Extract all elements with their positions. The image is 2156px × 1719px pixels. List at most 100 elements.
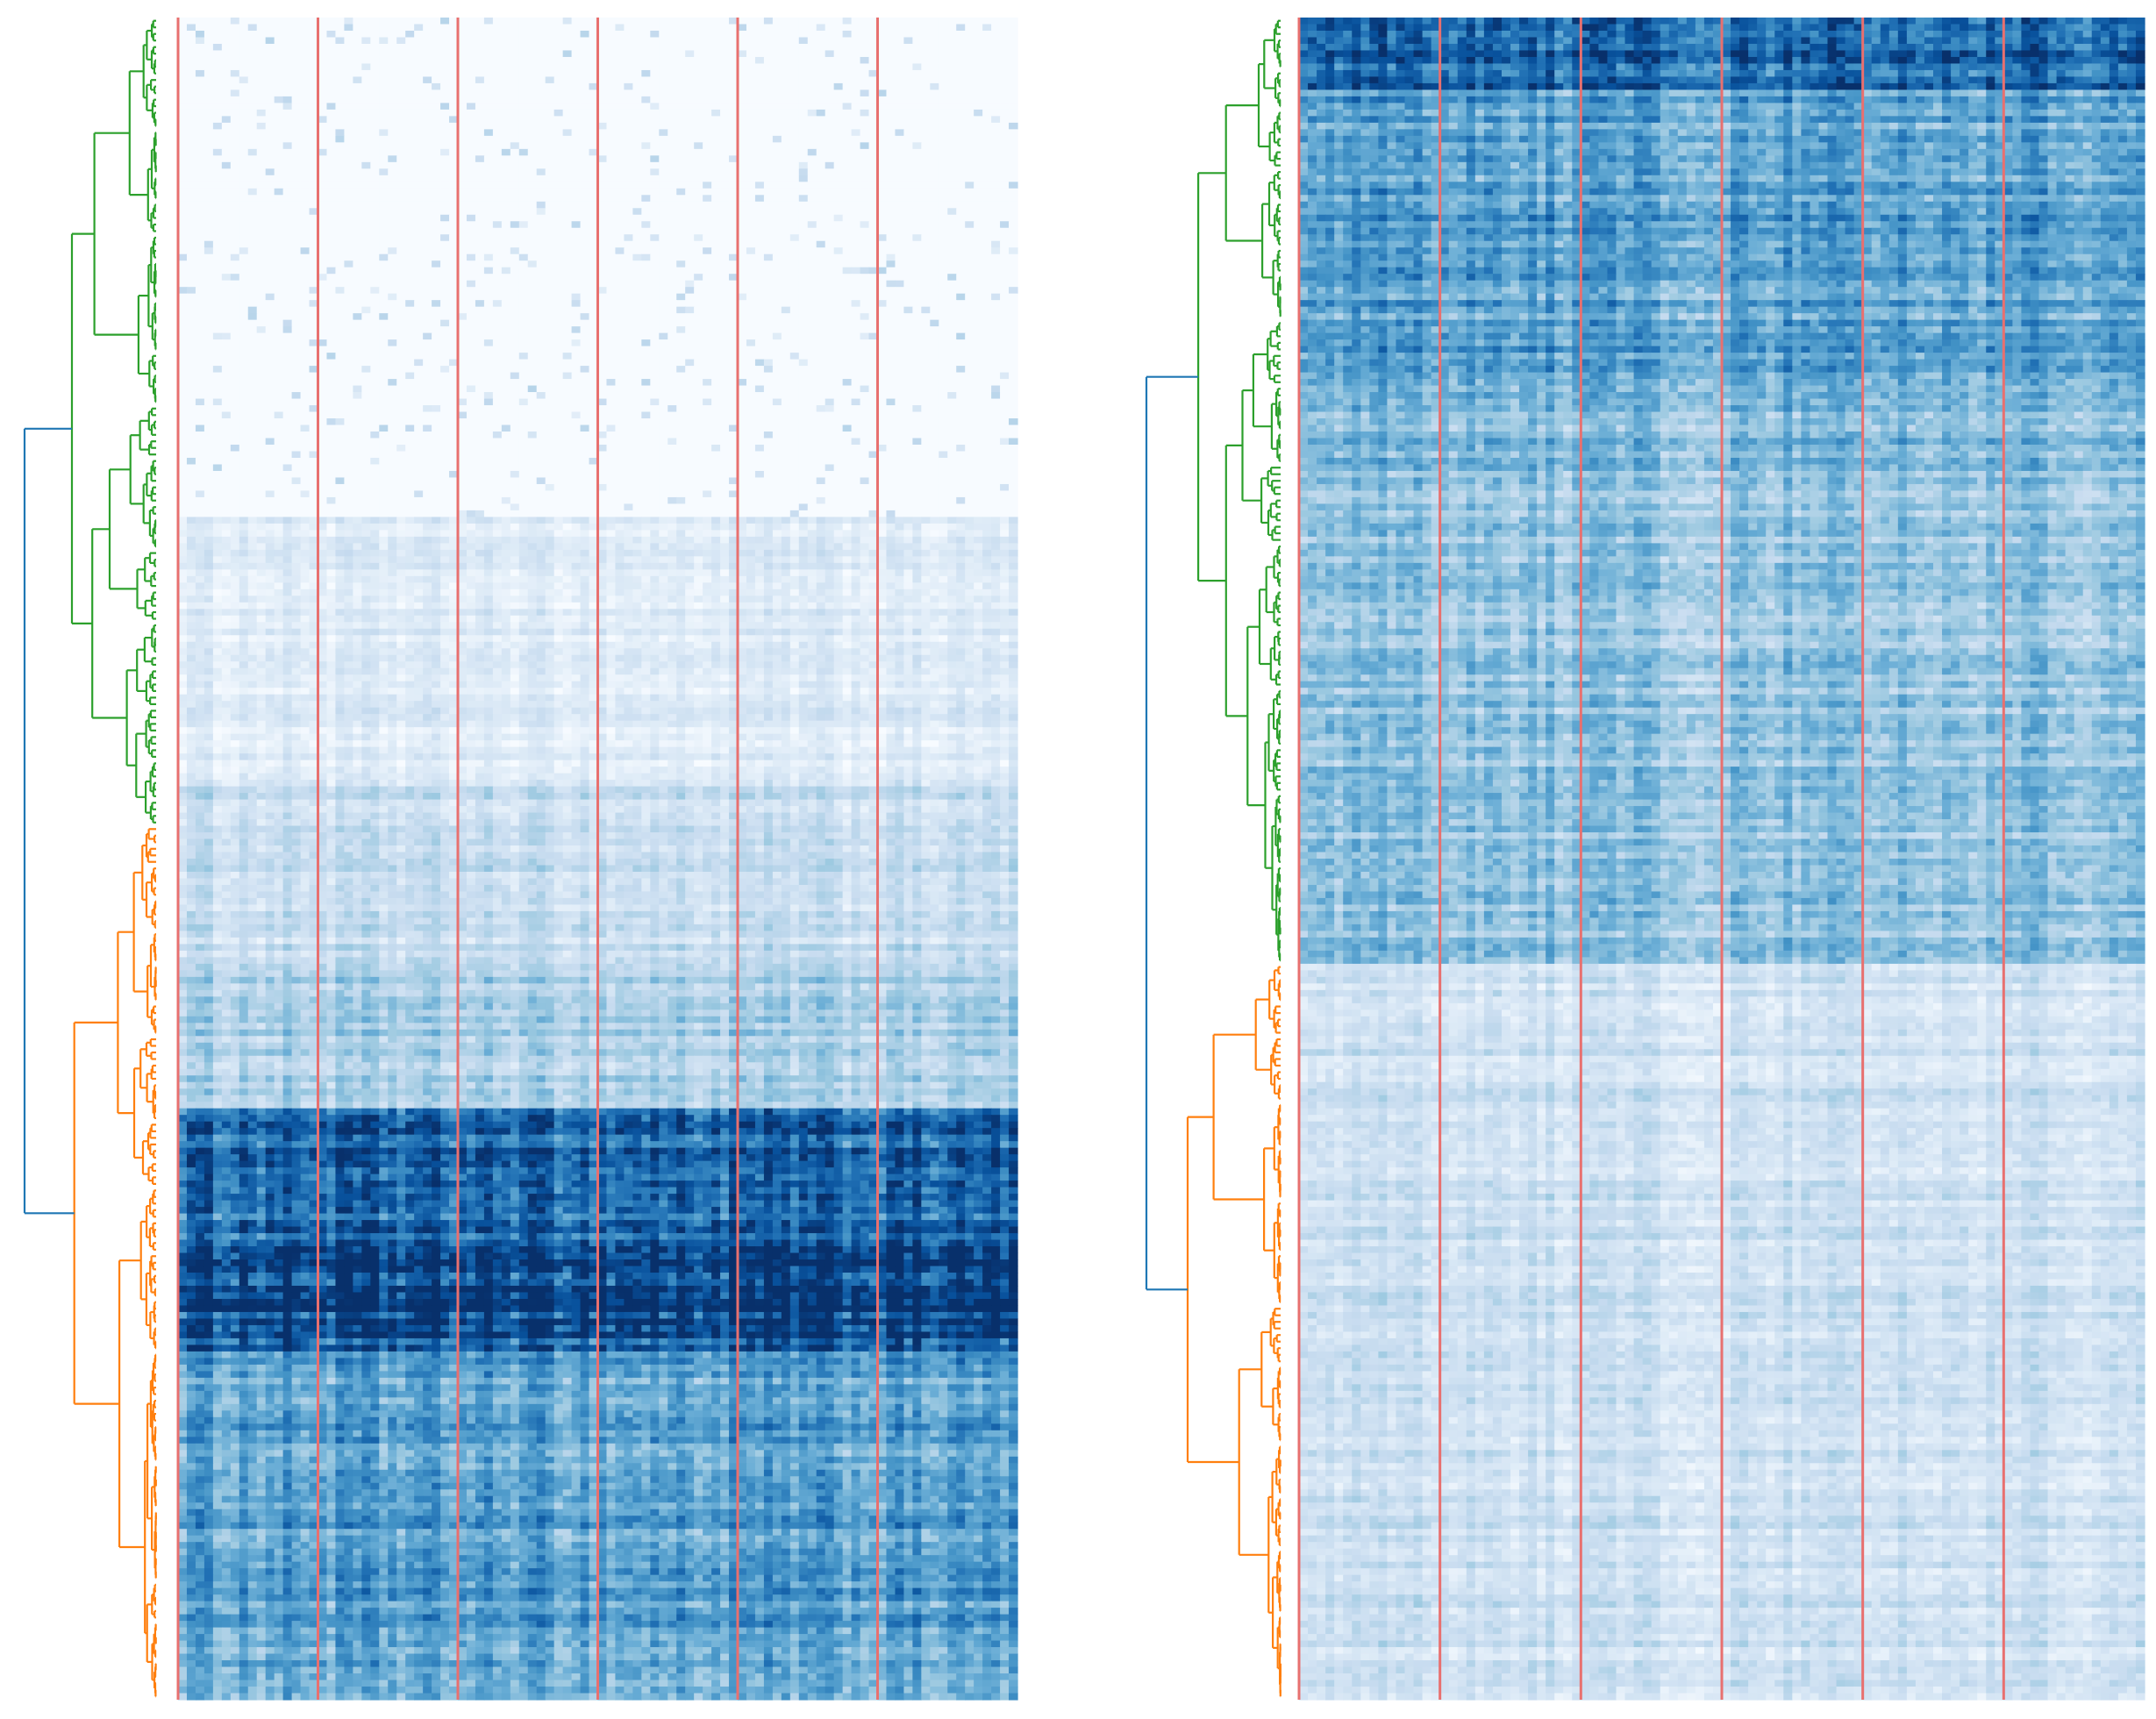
heatmap-cell xyxy=(553,18,564,25)
heatmap-cell xyxy=(239,293,249,301)
heatmap-cell xyxy=(982,69,992,78)
heatmap-cell xyxy=(641,247,651,255)
heatmap-cell xyxy=(203,30,214,39)
heatmap-cell xyxy=(939,253,948,261)
heatmap-cell xyxy=(789,208,800,216)
heatmap-cell xyxy=(212,82,223,91)
heatmap-cell xyxy=(659,247,668,255)
heatmap-cell xyxy=(615,96,625,103)
heatmap-cell xyxy=(423,76,432,84)
heatmap-cell xyxy=(851,168,861,176)
heatmap-cell xyxy=(440,168,450,176)
heatmap-cell xyxy=(763,214,774,222)
heatmap-cell xyxy=(921,214,931,222)
heatmap-cell xyxy=(772,142,782,150)
heatmap-cell xyxy=(370,300,380,308)
heatmap-cell xyxy=(868,50,879,58)
heatmap-cell xyxy=(851,116,861,124)
heatmap-cell xyxy=(991,293,1001,301)
heatmap-cell xyxy=(580,135,590,143)
heatmap-cell xyxy=(632,253,642,261)
heatmap-cell xyxy=(483,82,494,91)
heatmap-cell xyxy=(763,18,774,25)
heatmap-cell xyxy=(615,221,625,229)
heatmap-cell xyxy=(186,240,196,248)
heatmap-cell xyxy=(982,122,992,130)
heatmap-cell xyxy=(965,182,974,189)
heatmap-cell xyxy=(738,253,747,261)
heatmap-cell xyxy=(930,253,939,261)
heatmap-cell xyxy=(361,129,371,137)
heatmap-cell xyxy=(344,293,353,301)
heatmap-cell xyxy=(318,182,328,189)
heatmap-cell xyxy=(1000,188,1010,196)
heatmap-cell xyxy=(527,76,538,84)
heatmap-cell xyxy=(335,142,346,150)
heatmap-cell xyxy=(895,188,905,196)
heatmap-cell xyxy=(886,96,896,103)
heatmap-cell xyxy=(589,253,599,261)
heatmap-cell xyxy=(501,122,511,130)
heatmap-cell xyxy=(930,24,939,32)
heatmap-cell xyxy=(720,129,730,137)
heatmap-cell xyxy=(746,129,756,137)
heatmap-cell xyxy=(720,96,730,103)
heatmap-cell xyxy=(239,76,249,84)
heatmap-cell xyxy=(562,30,573,39)
heatmap-cell xyxy=(230,240,240,248)
heatmap-cell xyxy=(501,260,511,268)
heatmap-cell xyxy=(475,300,485,308)
heatmap-cell xyxy=(965,168,974,176)
heatmap-cell xyxy=(318,142,328,150)
heatmap-cell xyxy=(921,24,931,32)
heatmap-cell xyxy=(335,63,346,71)
heatmap-cell xyxy=(230,280,240,288)
heatmap-cell xyxy=(379,221,389,229)
heatmap-cell xyxy=(772,56,782,65)
heatmap-cell xyxy=(895,161,905,169)
heatmap-cell xyxy=(991,122,1001,130)
heatmap-cell xyxy=(772,240,782,248)
heatmap-cell xyxy=(527,69,538,78)
heatmap-cell xyxy=(694,18,703,25)
heatmap-cell xyxy=(685,24,695,32)
heatmap-cell xyxy=(580,201,590,209)
heatmap-cell xyxy=(458,227,468,235)
heatmap-cell xyxy=(807,122,817,130)
heatmap-cell xyxy=(1000,240,1010,248)
heatmap-cell xyxy=(353,293,362,301)
heatmap-cell xyxy=(230,142,240,150)
heatmap-cell xyxy=(309,155,319,163)
heatmap-cell xyxy=(370,195,380,203)
heatmap-cell xyxy=(186,63,196,71)
heatmap-cell xyxy=(912,103,922,111)
heatmap-cell xyxy=(440,69,450,78)
heatmap-cell xyxy=(877,221,888,229)
heatmap-cell xyxy=(868,253,879,261)
heatmap-cell xyxy=(291,142,302,150)
heatmap-cell xyxy=(1009,247,1018,255)
heatmap-cell xyxy=(982,208,992,216)
heatmap-cell xyxy=(956,234,966,242)
heatmap-cell xyxy=(1000,227,1010,235)
heatmap-cell xyxy=(807,82,817,91)
heatmap-cell xyxy=(789,69,800,78)
heatmap-cell xyxy=(326,116,337,124)
heatmap-cell xyxy=(842,82,853,91)
heatmap-cell xyxy=(912,129,922,137)
heatmap-cell xyxy=(956,188,966,196)
heatmap-cell xyxy=(763,56,774,65)
heatmap-cell xyxy=(466,30,476,39)
heatmap-cell xyxy=(178,109,188,117)
heatmap-cell xyxy=(344,148,353,156)
heatmap-cell xyxy=(545,89,555,97)
heatmap-cell xyxy=(178,69,188,78)
heatmap-cell xyxy=(203,240,214,248)
heatmap-cell xyxy=(414,82,424,91)
heatmap-cell xyxy=(632,63,642,71)
heatmap-cell xyxy=(895,56,905,65)
heatmap-cell xyxy=(921,89,931,97)
heatmap-cell xyxy=(326,168,337,176)
heatmap-cell xyxy=(282,214,293,222)
heatmap-cell xyxy=(247,43,258,52)
